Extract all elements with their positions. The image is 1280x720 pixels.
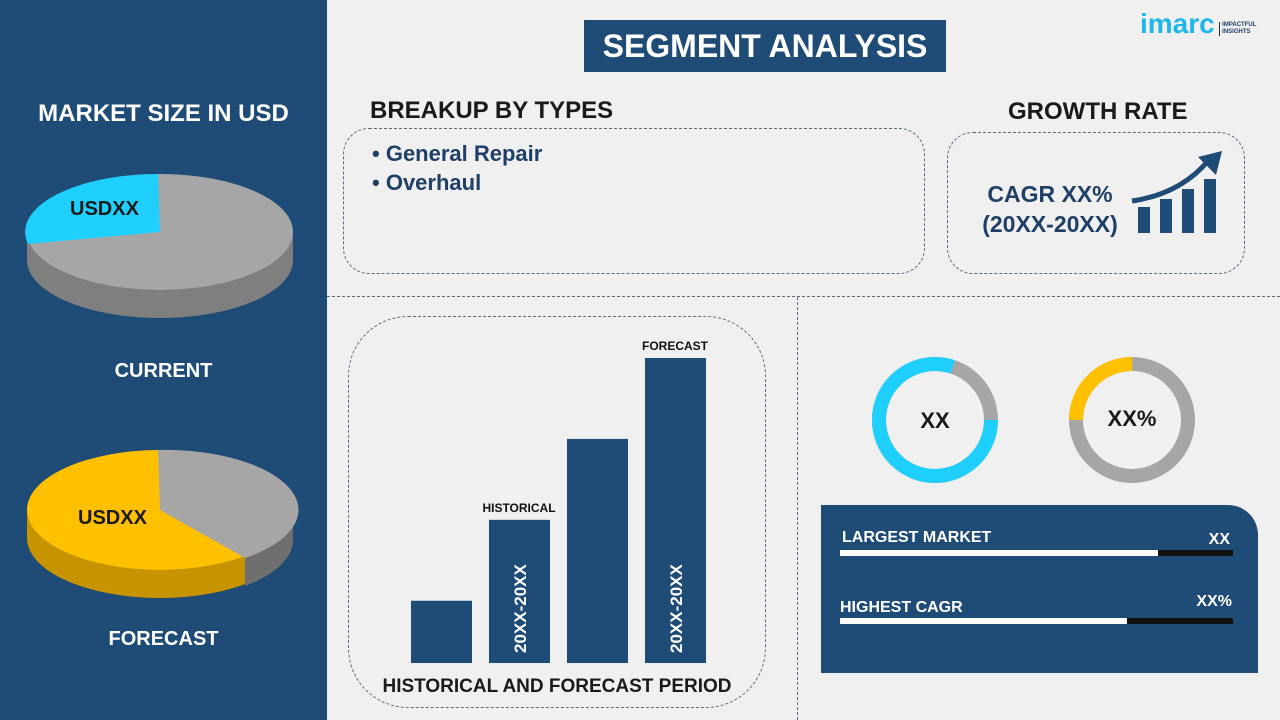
bar-category-label: 20XX-20XX — [511, 564, 530, 653]
left-panel: MARKET SIZE IN USD USDXX CURRENT USDXX F… — [0, 0, 327, 720]
breakup-item-label: Overhaul — [385, 170, 482, 195]
stats-panel: LARGEST MARKET XX HIGHEST CAGR XX% — [821, 505, 1258, 673]
divider-horizontal — [327, 296, 1280, 297]
bar — [645, 358, 706, 663]
bar-annotation: FORECAST — [642, 339, 709, 353]
breakup-item: • Overhaul — [372, 170, 482, 195]
forecast-value: USDXX — [78, 507, 147, 529]
logo-mark: imarc — [1140, 8, 1215, 39]
logo-tagline: IMPACTFUL INSIGHTS — [1219, 21, 1259, 36]
pie-side — [27, 510, 293, 598]
pie-side-grey — [245, 510, 294, 586]
donut-label: XX — [920, 408, 950, 433]
breakup-box: • General Repair • Overhaul — [343, 128, 925, 274]
pie-side — [27, 232, 293, 318]
growth-chart-icon — [1131, 151, 1222, 233]
stat-value: XX — [1208, 531, 1230, 548]
forecast-pie — [27, 449, 299, 598]
pie-slice-current — [25, 174, 161, 244]
breakup-item-label: General Repair — [385, 141, 543, 166]
market-size-heading: MARKET SIZE IN USD — [38, 100, 289, 127]
current-label: CURRENT — [114, 360, 213, 382]
donut-fill — [872, 357, 998, 483]
donut-fill — [1069, 357, 1195, 483]
stat-bar — [840, 550, 1233, 556]
divider-vertical — [797, 297, 798, 720]
stat-value: XX% — [1196, 593, 1232, 610]
cagr-value: CAGR XX% — [987, 181, 1113, 207]
growth-heading: GROWTH RATE — [1008, 98, 1188, 125]
chart-xlabel: HISTORICAL AND FORECAST PERIOD — [382, 676, 732, 697]
growth-box: CAGR XX% (20XX-20XX) — [947, 132, 1245, 274]
breakup-item: • General Repair — [372, 141, 543, 166]
imarc-logo: imarc IMPACTFUL INSIGHTS — [1140, 8, 1259, 40]
breakup-heading: BREAKUP BY TYPES — [370, 97, 614, 124]
forecast-label: FORECAST — [108, 628, 219, 650]
stat-label: LARGEST MARKET — [842, 529, 992, 546]
bar-chart: 20XX-20XX 20XX-20XX HISTORICAL FORECAST — [411, 339, 709, 663]
bar-annotation: HISTORICAL — [482, 501, 555, 515]
bar — [411, 600, 472, 663]
bar — [567, 438, 628, 663]
bar — [489, 519, 550, 663]
stat-label: HIGHEST CAGR — [840, 599, 963, 616]
current-pie — [25, 174, 293, 318]
donut-label: XX% — [1107, 406, 1157, 431]
current-value: USDXX — [70, 198, 139, 220]
bar-chart-box — [348, 316, 766, 708]
cagr-period: (20XX-20XX) — [982, 211, 1118, 237]
bar-category-label: 20XX-20XX — [667, 564, 686, 653]
donut-charts — [872, 357, 1195, 483]
stat-bar — [840, 618, 1233, 624]
pie-slice-grey — [158, 449, 299, 558]
page-title: SEGMENT ANALYSIS — [584, 20, 946, 72]
